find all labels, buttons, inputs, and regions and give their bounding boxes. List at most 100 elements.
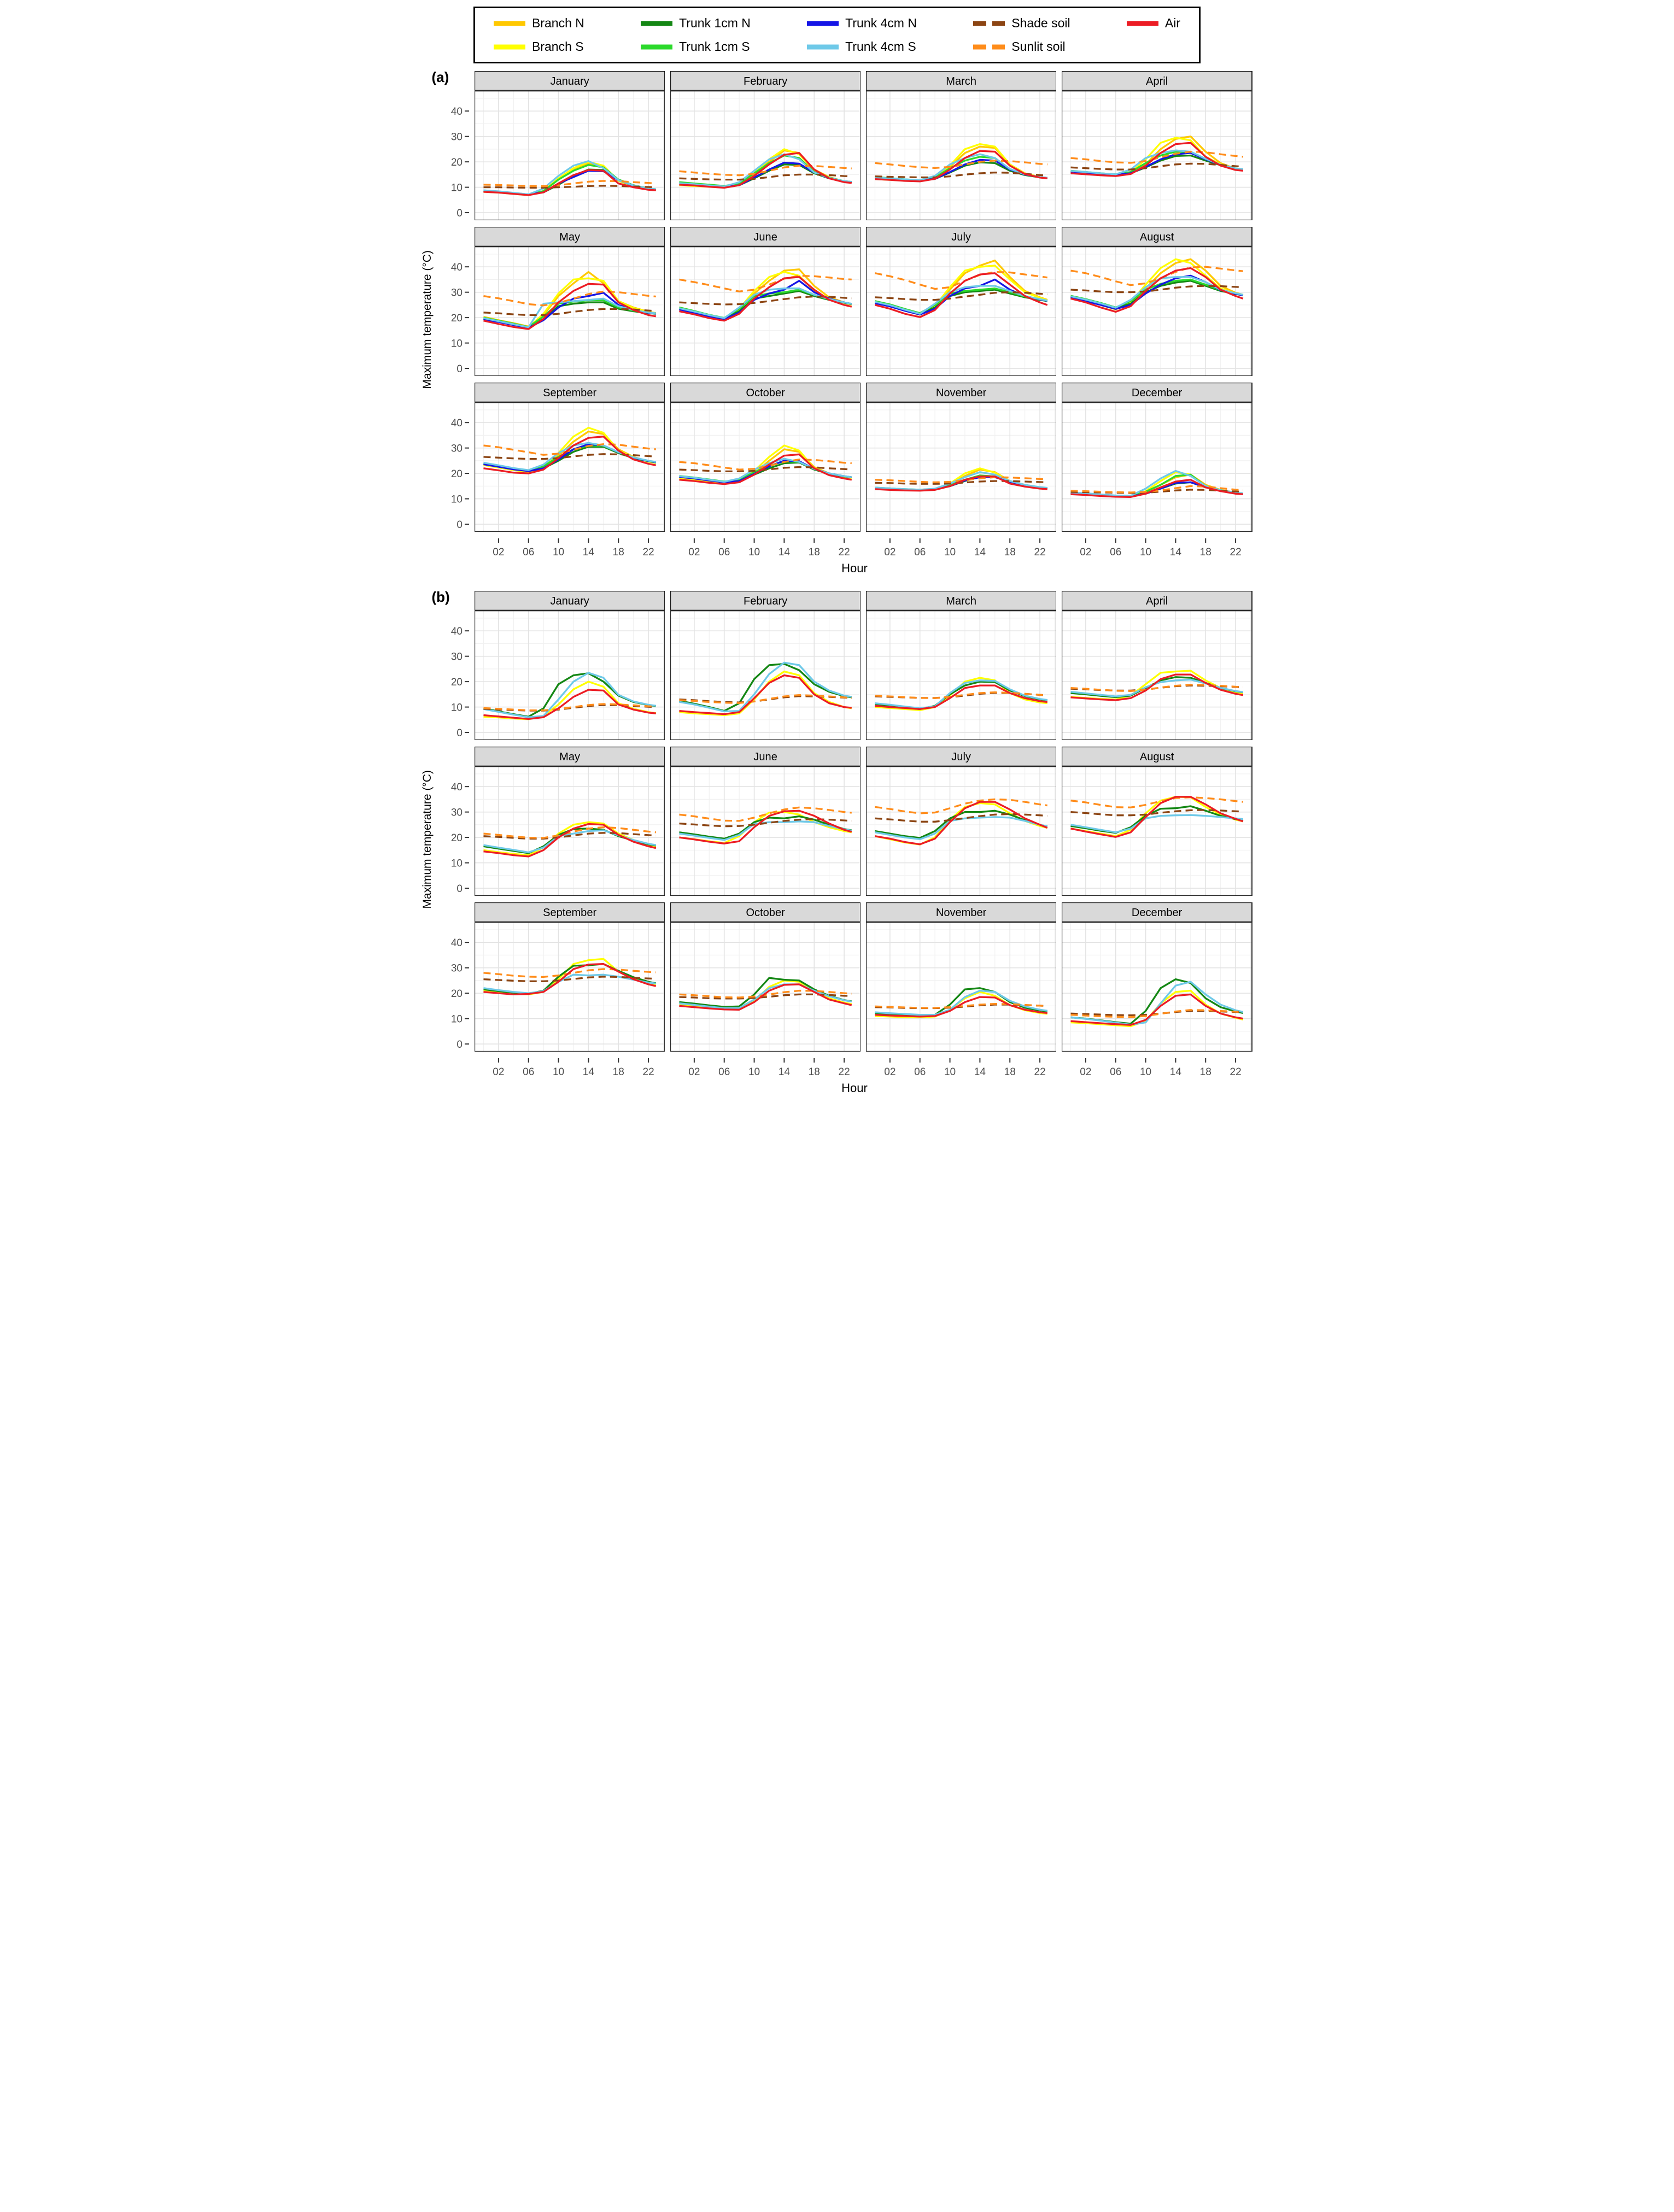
branch-s-line-swatch-icon xyxy=(494,44,525,49)
line-sunlit_soil xyxy=(679,694,852,704)
panel-b-march: March xyxy=(866,591,1057,740)
series-lines xyxy=(678,268,852,322)
panel-a-may: May xyxy=(474,227,665,376)
facet-row-a-1: 0 10 20 30 40 May June July August xyxy=(440,227,1252,376)
panel-b-august: August xyxy=(1062,747,1252,896)
x-tick-label: 06 xyxy=(1110,1066,1121,1078)
legend-label: Air xyxy=(1164,16,1180,30)
line-trunk4_s xyxy=(875,816,1048,841)
x-axis-a-col-0: 02 06 10 14 18 22 xyxy=(493,538,654,558)
panel-b-june: June xyxy=(670,747,861,896)
x-tick-label: 14 xyxy=(1170,1066,1182,1078)
x-axis-b-col-1: 02 06 10 14 18 22 xyxy=(688,1058,850,1078)
x-tick-label: 14 xyxy=(582,547,594,558)
line-shade_soil xyxy=(875,291,1047,301)
line-air xyxy=(1070,993,1244,1026)
strip-title: February xyxy=(744,595,787,607)
line-sunlit_soil xyxy=(483,703,656,712)
line-trunk4_s xyxy=(1070,981,1244,1026)
line-trunk4_s xyxy=(1070,678,1244,697)
panel-b-january: January xyxy=(474,591,665,740)
series-lines xyxy=(483,672,656,720)
line-trunk1_n xyxy=(678,815,852,840)
line-trunk4_s xyxy=(679,457,852,483)
x-tick-label: 06 xyxy=(1110,547,1121,558)
strip-title: April xyxy=(1146,595,1168,607)
y-tick-label: 0 xyxy=(456,1039,463,1051)
line-trunk4_s xyxy=(875,989,1048,1016)
x-axis-b-col-3: 02 06 10 14 18 22 xyxy=(1080,1058,1242,1078)
y-tick-label: 0 xyxy=(456,727,463,739)
series-lines xyxy=(483,160,656,196)
x-tick-label: 10 xyxy=(552,547,564,558)
facet-row-b-2: 0 10 20 30 40 September October November Decembe… xyxy=(440,902,1252,1052)
facet-row-b-1: 0 10 20 30 40 May June July August xyxy=(440,747,1252,896)
y-tick-label: 0 xyxy=(456,883,463,895)
strip-title: August xyxy=(1140,231,1174,243)
line-trunk1_n xyxy=(1070,805,1244,834)
line-air xyxy=(679,674,852,715)
x-tick-label: 02 xyxy=(1080,1066,1092,1078)
x-tick-label: 18 xyxy=(1004,1066,1016,1078)
strip-title: June xyxy=(753,751,777,763)
x-tick-label: 10 xyxy=(944,547,956,558)
x-tick-label: 06 xyxy=(914,547,926,558)
line-air xyxy=(483,963,656,996)
y-tick-label: 20 xyxy=(450,988,462,1000)
panel-b-september: September xyxy=(474,902,665,1052)
strip-title: December xyxy=(1132,907,1183,919)
x-tick-label: 14 xyxy=(1170,547,1182,558)
line-sunlit_soil xyxy=(679,165,852,177)
strip-title: October xyxy=(746,907,785,919)
line-sunlit_soil xyxy=(1070,684,1244,692)
x-tick-label: 06 xyxy=(523,1066,534,1078)
x-tick-label: 22 xyxy=(1034,547,1045,558)
y-tick-label: 0 xyxy=(456,363,463,375)
x-axis-a-col-1: 02 06 10 14 18 22 xyxy=(688,538,850,558)
line-air xyxy=(875,476,1047,492)
x-tick-label: 02 xyxy=(884,1066,895,1078)
legend-item-sunlit-soil: Sunlit soil xyxy=(973,39,1070,54)
x-tick-label: 14 xyxy=(582,1066,594,1078)
panel-b-april: April xyxy=(1062,591,1252,740)
panel-a-august: August xyxy=(1062,227,1252,376)
line-air xyxy=(1070,796,1244,838)
legend-item-branch-n: Branch N xyxy=(494,16,584,31)
line-air xyxy=(483,169,656,196)
line-air xyxy=(875,684,1047,710)
panel-a-march: March xyxy=(866,71,1057,220)
series-lines xyxy=(1070,978,1244,1028)
strip-title: August xyxy=(1140,751,1174,763)
line-shade_soil xyxy=(483,832,656,840)
y-tick-label: 40 xyxy=(450,262,462,273)
line-shade_soil xyxy=(1070,809,1244,817)
x-axis-a-col-2: 02 06 10 14 18 22 xyxy=(884,538,1046,558)
series-lines xyxy=(483,271,656,330)
x-tick-label: 10 xyxy=(1140,1066,1151,1078)
line-trunk4_s xyxy=(678,820,852,841)
trunk4-s-line-swatch-icon xyxy=(807,44,839,49)
x-tick-label: 02 xyxy=(688,1066,700,1078)
line-sunlit_soil xyxy=(483,443,656,456)
x-tick-label: 22 xyxy=(1230,547,1242,558)
strip-title: October xyxy=(746,387,785,399)
y-axis-a-row-0: 0 10 20 30 40 xyxy=(450,106,469,219)
x-tick-label: 02 xyxy=(493,547,504,558)
y-axis-title-b: Maximum temperature (°C) xyxy=(420,770,434,909)
line-air xyxy=(1070,142,1244,177)
series-lines xyxy=(483,426,656,474)
y-axis-a-row-1: 0 10 20 30 40 xyxy=(450,262,469,375)
y-tick-label: 20 xyxy=(450,313,462,324)
legend-label: Trunk 4cm S xyxy=(845,39,916,54)
legend-label: Trunk 4cm N xyxy=(845,16,917,30)
x-tick-label: 14 xyxy=(974,1066,986,1078)
line-sunlit_soil xyxy=(875,476,1047,484)
line-air xyxy=(875,272,1048,318)
series-lines xyxy=(483,958,656,996)
facet-row-b-0: 0 10 20 30 40 January February March April xyxy=(440,591,1252,740)
line-air xyxy=(678,276,852,322)
x-tick-label: 22 xyxy=(838,1066,850,1078)
x-tick-label: 02 xyxy=(1080,547,1092,558)
y-tick-label: 0 xyxy=(456,519,463,531)
series-lines xyxy=(875,259,1048,318)
